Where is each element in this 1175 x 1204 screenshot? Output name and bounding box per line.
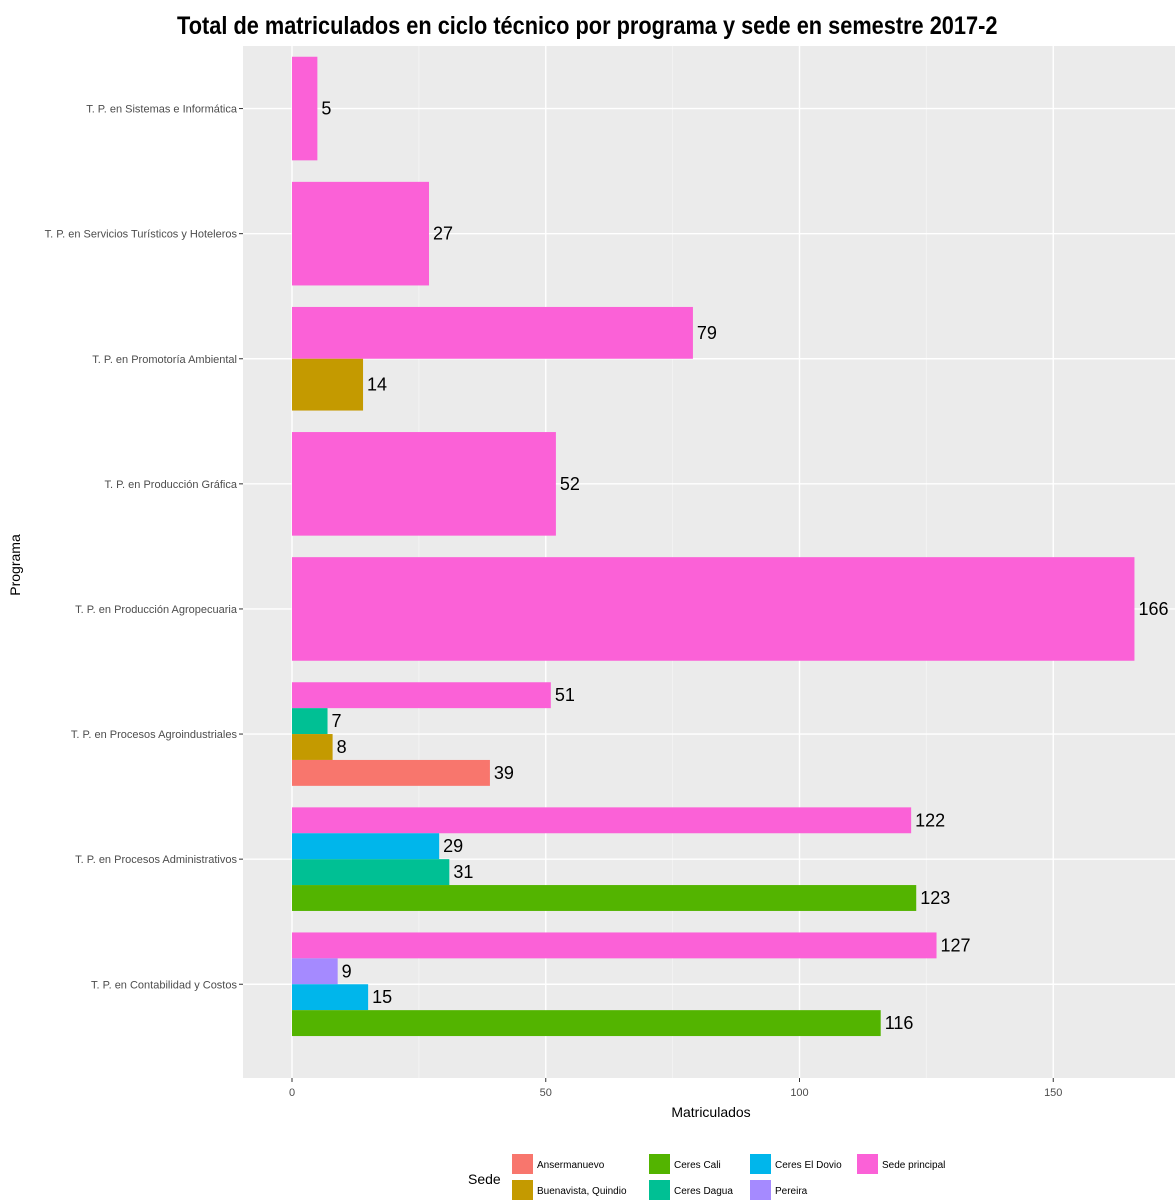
value-label: 127	[941, 935, 971, 955]
y-tick-label: T. P. en Sistemas e Informática	[86, 104, 238, 116]
legend: Sede Ansermanuevo Buenavista, Quindio Cere…	[468, 1154, 945, 1200]
value-label: 122	[915, 810, 945, 830]
bar-ceres-dagua	[292, 859, 450, 886]
bar-sede-principal	[292, 807, 912, 834]
value-label: 27	[433, 224, 453, 244]
y-tick-label: T. P. en Procesos Administrativos	[75, 854, 237, 866]
value-label: 15	[372, 987, 392, 1007]
legend-key-buenavista-quindio	[512, 1180, 533, 1200]
value-label: 9	[342, 961, 352, 981]
legend-title: Sede	[468, 1171, 501, 1187]
bar-sede-principal	[292, 432, 556, 536]
value-label: 52	[560, 474, 580, 494]
y-tick-label: T. P. en Producción Gráfica	[105, 479, 238, 491]
legend-key-sede-principal	[857, 1154, 878, 1174]
value-label: 7	[332, 711, 342, 731]
x-axis-title: Matriculados	[671, 1104, 750, 1120]
value-label: 5	[321, 99, 331, 119]
value-label: 51	[555, 685, 575, 705]
bar-pereira	[292, 958, 338, 985]
value-label: 14	[367, 375, 387, 395]
bar-sede-principal	[292, 932, 937, 959]
legend-label: Ceres Cali	[674, 1160, 721, 1171]
bar-sede-principal	[292, 557, 1135, 661]
chart-title: Total de matriculados en ciclo técnico p…	[177, 12, 998, 40]
bar-sede-principal	[292, 682, 551, 709]
y-tick-label: T. P. en Promotoría Ambiental	[92, 354, 237, 366]
value-label: 123	[920, 888, 950, 908]
legend-key-ceres-cali	[649, 1154, 670, 1174]
bar-sede-principal	[292, 56, 318, 161]
value-label: 166	[1138, 599, 1168, 619]
bar-ceres-cali	[292, 885, 917, 911]
legend-label: Buenavista, Quindio	[537, 1186, 627, 1197]
legend-key-ansermanuevo	[512, 1154, 533, 1174]
legend-label: Sede principal	[882, 1160, 945, 1171]
legend-label: Ceres Dagua	[674, 1186, 733, 1197]
x-tick-label: 50	[540, 1087, 552, 1099]
legend-key-ceres-el-dovio	[750, 1154, 771, 1174]
bar-ceres-cali	[292, 1010, 881, 1037]
bar-ceres-el-dovio	[292, 984, 369, 1011]
bar-buenavista-quindio	[292, 734, 333, 760]
x-tick-label: 0	[289, 1087, 295, 1099]
y-tick-label: T. P. en Servicios Turísticos y Hotelero…	[45, 229, 238, 241]
y-tick-label: T. P. en Producción Agropecuaria	[75, 604, 238, 616]
bar-ceres-dagua	[292, 708, 328, 735]
x-axis: 0 50 100 150	[289, 1078, 1062, 1099]
legend-key-ceres-dagua	[649, 1180, 670, 1200]
legend-label: Ansermanuevo	[537, 1160, 605, 1171]
y-axis-title: Programa	[7, 534, 23, 596]
legend-label: Ceres El Dovio	[775, 1160, 842, 1171]
legend-key-pereira	[750, 1180, 771, 1200]
value-label: 39	[494, 763, 514, 783]
value-label: 31	[453, 862, 473, 882]
bar-ansermanuevo	[292, 759, 490, 786]
x-tick-label: 150	[1044, 1087, 1062, 1099]
value-label: 116	[885, 1013, 914, 1033]
value-label: 29	[443, 836, 463, 856]
value-label: 79	[697, 323, 717, 343]
legend-label: Pereira	[775, 1186, 808, 1197]
value-label: 8	[337, 737, 347, 757]
bars	[292, 56, 1135, 1037]
x-tick-label: 100	[790, 1087, 808, 1099]
y-tick-label: T. P. en Contabilidad y Costos	[91, 979, 237, 991]
value-labels: 5 27 79 14 52 166 51 7 8 39 122 29 31 123 127 9 15 116	[321, 99, 1168, 1034]
y-axis: T. P. en Sistemas e Informática T. P. en …	[45, 104, 243, 991]
bar-ceres-el-dovio	[292, 833, 440, 860]
bar-buenavista-quindio	[292, 358, 364, 411]
bar-sede-principal	[292, 306, 693, 359]
bar-sede-principal	[292, 181, 430, 286]
y-tick-label: T. P. en Procesos Agroindustriales	[71, 729, 238, 741]
